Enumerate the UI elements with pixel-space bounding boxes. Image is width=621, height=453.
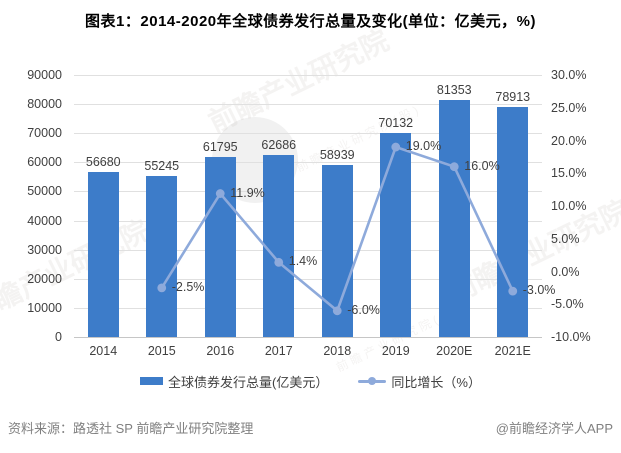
line-marker-2021E xyxy=(508,286,518,296)
left-axis-tick-label: 40000 xyxy=(27,213,62,228)
right-axis-tick-label: 5.0% xyxy=(551,231,580,246)
legend-item-line: 同比增长（%） xyxy=(358,372,481,391)
bar-2015 xyxy=(146,176,178,337)
right-axis-tick-label: 15.0% xyxy=(551,166,587,181)
left-axis-tick-label: 70000 xyxy=(27,126,62,141)
gridline xyxy=(74,104,542,106)
left-axis-tick-label: 30000 xyxy=(27,242,62,257)
legend-label: 全球债券发行总量(亿美元） xyxy=(168,374,329,390)
gridline xyxy=(74,307,542,309)
growth-line xyxy=(160,145,514,313)
line-series-swatch xyxy=(358,376,387,386)
bar-value-label: 70132 xyxy=(378,115,414,130)
right-axis-tick-label: 30.0% xyxy=(551,68,587,82)
right-axis-tick-label: 0.0% xyxy=(551,264,580,279)
bar-value-label: 61795 xyxy=(202,140,238,155)
line-marker-2017 xyxy=(274,257,284,267)
bar-value-label: 62686 xyxy=(261,137,297,152)
line-value-label: 19.0% xyxy=(405,139,442,154)
bar-value-label: 55245 xyxy=(144,159,180,174)
gridline xyxy=(74,75,542,76)
right-axis-tick-label: -5.0% xyxy=(551,297,584,312)
line-marker-2018 xyxy=(332,306,342,316)
line-swatch-marker xyxy=(368,377,377,385)
x-axis-category-label: 2018 xyxy=(323,344,352,358)
gridline xyxy=(74,191,542,193)
bar-value-label: 56680 xyxy=(85,154,121,169)
gridline xyxy=(74,278,542,280)
line-value-label: -2.5% xyxy=(171,279,205,294)
line-value-label: 16.0% xyxy=(464,158,500,173)
x-axis-category-label: 2017 xyxy=(264,344,293,358)
bar-2014 xyxy=(87,171,119,337)
right-axis-tick-label: -10.0% xyxy=(551,330,591,344)
bar-2020E xyxy=(438,100,470,337)
gridline xyxy=(74,220,542,222)
bar-series-swatch xyxy=(140,377,164,385)
legend: 全球债券发行总量(亿美元） 同比增长（%） xyxy=(0,371,621,391)
left-axis-tick-label: 90000 xyxy=(27,68,62,82)
x-axis-category-label: 2016 xyxy=(206,344,235,358)
legend-label: 同比增长（%） xyxy=(391,374,481,390)
right-axis-tick-label: 10.0% xyxy=(551,199,587,213)
right-axis-tick-label: 20.0% xyxy=(551,133,587,148)
line-value-label: -3.0% xyxy=(522,283,556,298)
bar-2016 xyxy=(204,157,236,337)
line-marker-2019 xyxy=(391,142,401,152)
right-axis-tick-label: 25.0% xyxy=(551,100,587,115)
gridline xyxy=(74,162,542,164)
line-value-label: 1.4% xyxy=(288,254,318,269)
legend-item-bars: 全球债券发行总量(亿美元） xyxy=(140,372,328,391)
left-axis-tick-label: 20000 xyxy=(27,271,62,286)
left-axis-tick-label: 0 xyxy=(55,330,62,344)
left-axis-tick-label: 10000 xyxy=(27,300,62,315)
line-marker-2020E xyxy=(449,162,459,172)
x-axis-category-label: 2015 xyxy=(147,344,176,358)
bar-value-label: 81353 xyxy=(436,83,472,98)
chart-title: 图表1：2014-2020年全球债券发行总量及变化(单位：亿美元，%) xyxy=(85,13,536,30)
bar-value-label: 78913 xyxy=(495,90,531,105)
gridline xyxy=(74,133,542,135)
bar-2019 xyxy=(380,132,412,337)
x-axis-category-label: 2020E xyxy=(436,344,473,358)
bar-value-label: 58939 xyxy=(319,148,355,163)
x-axis-line xyxy=(74,337,542,338)
left-axis-tick-label: 50000 xyxy=(27,184,62,199)
line-marker-2015 xyxy=(157,283,167,293)
footer-source: 资料来源：路透社 SP 前瞻产业研究院整理 xyxy=(8,421,254,436)
line-value-label: 11.9% xyxy=(230,185,265,200)
left-axis-tick-label: 80000 xyxy=(27,97,62,112)
line-marker-2016 xyxy=(215,189,225,198)
bar-2021E xyxy=(497,107,529,337)
gridline xyxy=(74,249,542,251)
x-axis-category-label: 2014 xyxy=(89,344,118,358)
line-value-label: -6.0% xyxy=(347,302,380,317)
footer-credit: @前瞻经济学人APP xyxy=(495,421,613,436)
left-axis-tick-label: 60000 xyxy=(27,155,62,170)
x-axis-category-label: 2021E xyxy=(494,344,531,358)
bar-2017 xyxy=(263,154,295,337)
x-axis-category-label: 2019 xyxy=(381,344,410,358)
